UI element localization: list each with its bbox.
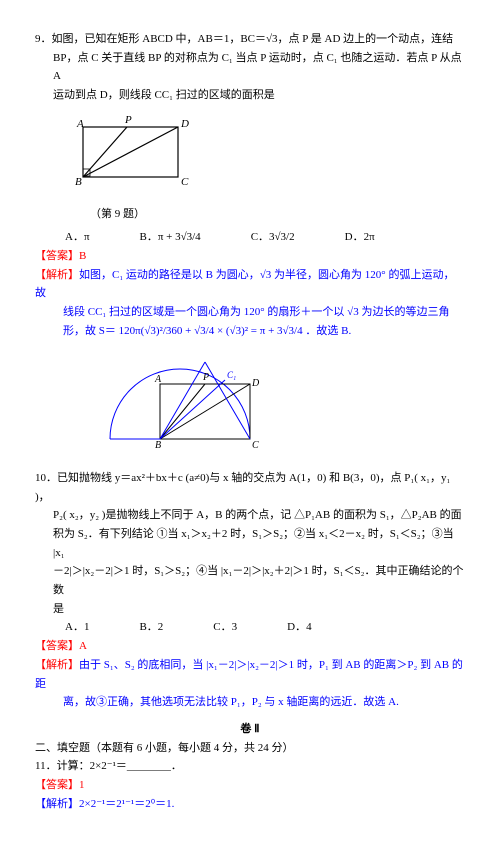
q9-line2: BP，点 C 关于直线 BP 的对称点为 C₁ 当点 P 运动时，点 C₁ 也随… (35, 49, 465, 86)
q10-ana-1: 由于 S₁、S₂ 的底相同，当 |x₁－2|＞|x₂－2|＞1 时，P₁ 到 A… (35, 659, 463, 690)
svg-text:A: A (76, 118, 84, 130)
svg-text:P: P (202, 372, 209, 383)
choice-b: B．2 (139, 618, 163, 637)
question-10: 10．已知抛物线 y＝ax²＋bx＋c (a≠0)与 x 轴的交点为 A(1，0… (35, 469, 465, 712)
svg-text:B: B (155, 440, 161, 451)
q9-answer: 【答案】B (35, 247, 465, 266)
fig9-caption: （第 9 题） (65, 205, 465, 224)
section2-title: 卷 Ⅱ (35, 720, 465, 739)
q10-choices: A．1 B．2 C．3 D．4 (35, 618, 465, 637)
q10-number: 10． (35, 472, 57, 484)
arc-diagram-svg: A P D B C C₁ (105, 344, 275, 454)
q10-line5: 是 (35, 600, 465, 619)
q10-stem: 10．已知抛物线 y＝ax²＋bx＋c (a≠0)与 x 轴的交点为 A(1，0… (35, 469, 465, 506)
choice-c: C．3 (213, 618, 237, 637)
q9-line3: 运动到点 D，则线段 CC₁ 扫过的区域的面积是 (35, 86, 465, 105)
q11-answer: 【答案】1 (35, 776, 465, 795)
choice-a: A．π (65, 228, 90, 247)
q9-number: 9． (35, 33, 52, 45)
q9-ana-2: 线段 CC₁ 扫过的区域是一个圆心角为 120° 的扇形＋一个以 √3 为边长的… (35, 303, 465, 322)
section-2: 卷 Ⅱ 二、填空题（本题有 6 小题，每小题 4 分，共 24 分） 11．计算… (35, 720, 465, 813)
choice-b: B．π + 3√3/4 (140, 228, 201, 247)
question-9: 9．如图，已知在矩形 ABCD 中，AB＝1，BC＝√3，点 P 是 AD 边上… (35, 30, 465, 461)
q9-stem: 9．如图，已知在矩形 ABCD 中，AB＝1，BC＝√3，点 P 是 AD 边上… (35, 30, 465, 49)
svg-text:C: C (181, 176, 189, 188)
q9-ana-3: 形，故 S＝ 120π(√3)²/360 + √3/4 × (√3)² = π … (35, 322, 465, 341)
q10-answer: 【答案】A (35, 637, 465, 656)
rect-diagram-svg: A P D B C (65, 109, 195, 199)
analysis-label: 【解析】 (35, 269, 79, 281)
q10-ana-2: 离，故③正确，其他选项无法比较 P₁，P₂ 与 x 轴距离的远近．故选 A. (35, 693, 465, 712)
svg-text:B: B (75, 176, 82, 188)
svg-text:C₁: C₁ (227, 370, 236, 380)
q10-line2: P₂( x₂，y₂ )是抛物线上不同于 A，B 的两个点，记 △P₁AB 的面积… (35, 506, 465, 525)
q11-number: 11． (35, 760, 57, 772)
q10-line3: 积为 S₂．有下列结论 ①当 x₁＞x₂＋2 时，S₁＞S₂；②当 x₁＜2－x… (35, 525, 465, 562)
q11-text: 计算：2×2⁻¹＝________． (57, 760, 182, 772)
q10-line4: －2|＞|x₂－2|＞1 时，S₁＞S₂；④当 |x₁－2|＞|x₂＋2|＞1 … (35, 562, 465, 599)
section2-heading: 二、填空题（本题有 6 小题，每小题 4 分，共 24 分） (35, 739, 465, 758)
q10-analysis-block: 【解析】由于 S₁、S₂ 的底相同，当 |x₁－2|＞|x₂－2|＞1 时，P₁… (35, 656, 465, 693)
choice-c: C．3√3/2 (251, 228, 295, 247)
choice-d: D．4 (287, 618, 311, 637)
q9-figure-1: A P D B C （第 9 题） (65, 109, 465, 224)
q11-analysis: 【解析】2×2⁻¹＝2¹⁻¹＝2⁰＝1. (35, 795, 465, 814)
svg-text:P: P (124, 114, 132, 126)
question-11: 11．计算：2×2⁻¹＝________． (35, 757, 465, 776)
svg-text:C: C (252, 440, 259, 451)
q9-figure-2: A P D B C C₁ (105, 344, 465, 461)
choice-a: A．1 (65, 618, 89, 637)
choice-d: D．2π (345, 228, 375, 247)
q9-formula: 120π(√3)²/360 + √3/4 × (√3)² = π + 3√3/4 (119, 325, 303, 337)
q9-analysis-block: 【解析】如图，C₁ 运动的路径是以 B 为圆心，√3 为半径，圆心角为 120°… (35, 266, 465, 303)
q9-ana-1: 如图，C₁ 运动的路径是以 B 为圆心，√3 为半径，圆心角为 120° 的弧上… (35, 269, 454, 300)
q9-line1: 如图，已知在矩形 ABCD 中，AB＝1，BC＝√3，点 P 是 AD 边上的一… (52, 33, 454, 45)
q10-line1: 已知抛物线 y＝ax²＋bx＋c (a≠0)与 x 轴的交点为 A(1，0) 和… (35, 472, 450, 503)
svg-text:A: A (154, 374, 162, 385)
svg-text:D: D (180, 118, 189, 130)
q9-choices: A．π B．π + 3√3/4 C．3√3/2 D．2π (35, 228, 465, 247)
analysis-label: 【解析】 (35, 659, 79, 671)
svg-text:D: D (251, 378, 260, 389)
